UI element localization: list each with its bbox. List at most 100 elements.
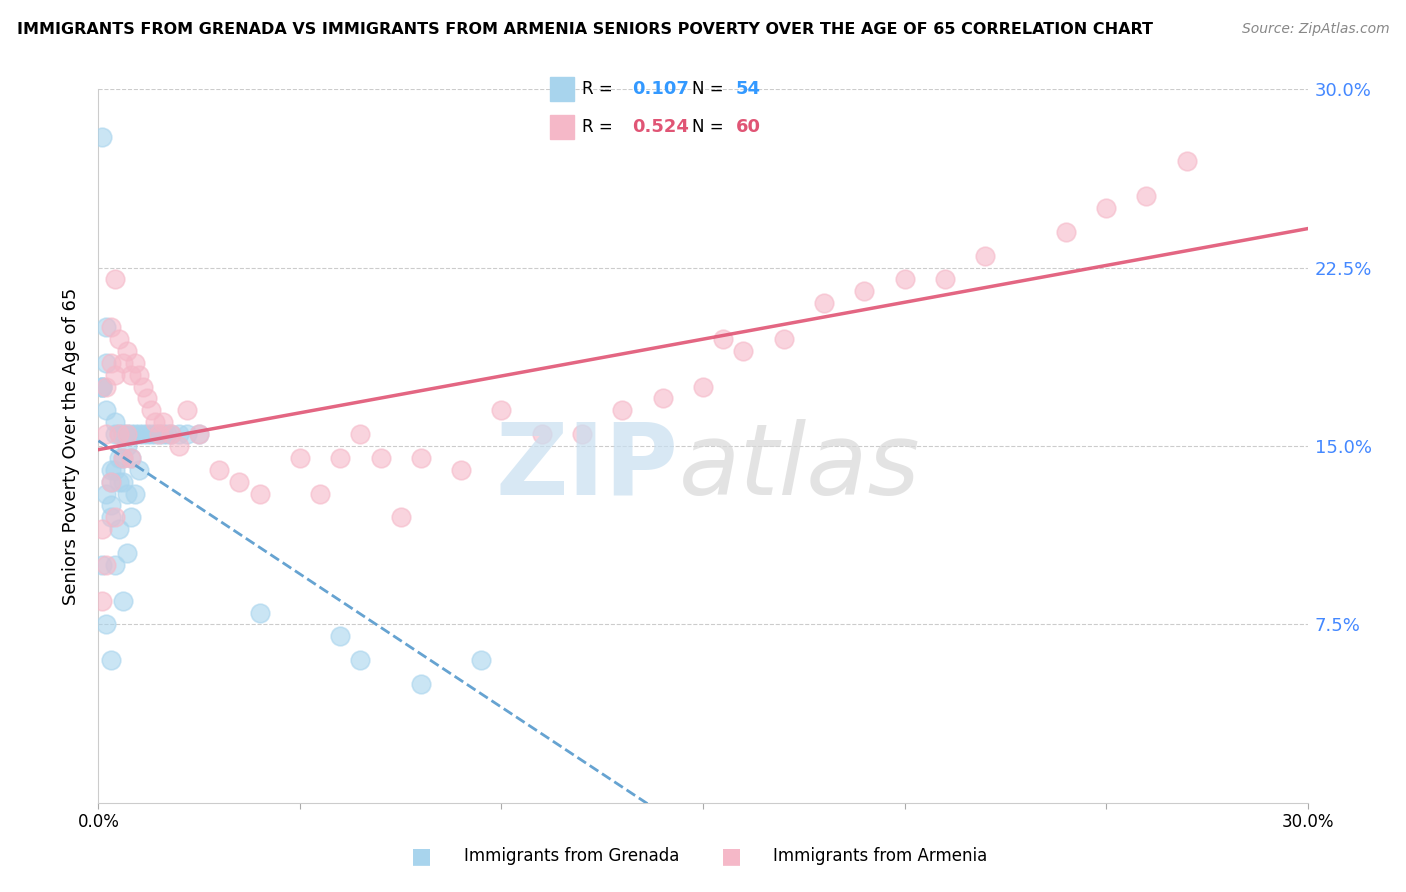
Point	[167, 427, 190, 442]
Point	[349, 427, 371, 442]
Point	[111, 450, 134, 465]
Point	[115, 439, 138, 453]
Point	[120, 450, 142, 465]
Point	[107, 475, 129, 489]
Point	[813, 296, 835, 310]
Text: 60: 60	[735, 118, 761, 136]
Point	[167, 439, 190, 453]
Point	[692, 379, 714, 393]
Point	[329, 629, 352, 643]
Point	[450, 463, 472, 477]
Point	[96, 403, 118, 417]
Point	[100, 475, 122, 489]
Text: ■: ■	[721, 847, 741, 866]
Point	[115, 343, 138, 358]
Point	[974, 249, 997, 263]
Point	[115, 486, 138, 500]
Point	[208, 463, 231, 477]
Text: R =: R =	[582, 80, 613, 98]
Point	[91, 379, 114, 393]
Point	[135, 427, 157, 442]
Point	[91, 379, 114, 393]
Point	[111, 450, 134, 465]
Point	[148, 427, 170, 442]
Point	[107, 332, 129, 346]
Point	[409, 677, 432, 691]
Point	[160, 427, 183, 442]
Point	[100, 653, 122, 667]
Point	[91, 379, 114, 393]
Text: atlas: atlas	[679, 419, 921, 516]
Point	[1175, 153, 1198, 168]
Text: Source: ZipAtlas.com: Source: ZipAtlas.com	[1241, 22, 1389, 37]
Point	[103, 510, 125, 524]
Point	[128, 427, 150, 442]
Bar	[550, 115, 574, 139]
Point	[100, 320, 122, 334]
Point	[188, 427, 211, 442]
Point	[96, 427, 118, 442]
Point	[132, 427, 155, 442]
Point	[103, 463, 125, 477]
Point	[612, 403, 634, 417]
Point	[188, 427, 211, 442]
Point	[91, 558, 114, 572]
Text: 54: 54	[735, 80, 761, 98]
Point	[349, 653, 371, 667]
Point	[470, 653, 492, 667]
Point	[96, 486, 118, 500]
Point	[103, 558, 125, 572]
Text: 0.524: 0.524	[631, 118, 689, 136]
Point	[120, 368, 142, 382]
Point	[111, 475, 134, 489]
Text: N =: N =	[692, 118, 724, 136]
Point	[389, 510, 412, 524]
Text: ZIP: ZIP	[496, 419, 679, 516]
Point	[853, 285, 876, 299]
Point	[124, 356, 146, 370]
Point	[530, 427, 553, 442]
Point	[111, 356, 134, 370]
Point	[893, 272, 915, 286]
Point	[100, 510, 122, 524]
Point	[128, 368, 150, 382]
Point	[124, 427, 146, 442]
Text: ■: ■	[412, 847, 432, 866]
Point	[96, 558, 118, 572]
Point	[115, 427, 138, 442]
Point	[103, 427, 125, 442]
Point	[124, 486, 146, 500]
Point	[120, 427, 142, 442]
Point	[107, 427, 129, 442]
Point	[228, 475, 250, 489]
Point	[1054, 225, 1077, 239]
Point	[370, 450, 392, 465]
Point	[115, 546, 138, 560]
Point	[103, 272, 125, 286]
Point	[148, 427, 170, 442]
Point	[1095, 201, 1118, 215]
Point	[143, 427, 166, 442]
Point	[143, 415, 166, 429]
Point	[249, 486, 271, 500]
Point	[91, 593, 114, 607]
Point	[135, 392, 157, 406]
Text: 0.107: 0.107	[631, 80, 689, 98]
Point	[176, 427, 198, 442]
Point	[100, 463, 122, 477]
Point	[733, 343, 755, 358]
Text: IMMIGRANTS FROM GRENADA VS IMMIGRANTS FROM ARMENIA SENIORS POVERTY OVER THE AGE : IMMIGRANTS FROM GRENADA VS IMMIGRANTS FR…	[17, 22, 1153, 37]
Point	[711, 332, 734, 346]
Point	[107, 450, 129, 465]
Point	[107, 427, 129, 442]
Point	[91, 522, 114, 536]
Point	[288, 450, 311, 465]
Point	[176, 403, 198, 417]
Point	[329, 450, 352, 465]
Point	[107, 522, 129, 536]
Point	[103, 415, 125, 429]
Point	[139, 403, 162, 417]
Point	[249, 606, 271, 620]
Point	[934, 272, 956, 286]
Y-axis label: Seniors Poverty Over the Age of 65: Seniors Poverty Over the Age of 65	[62, 287, 80, 605]
